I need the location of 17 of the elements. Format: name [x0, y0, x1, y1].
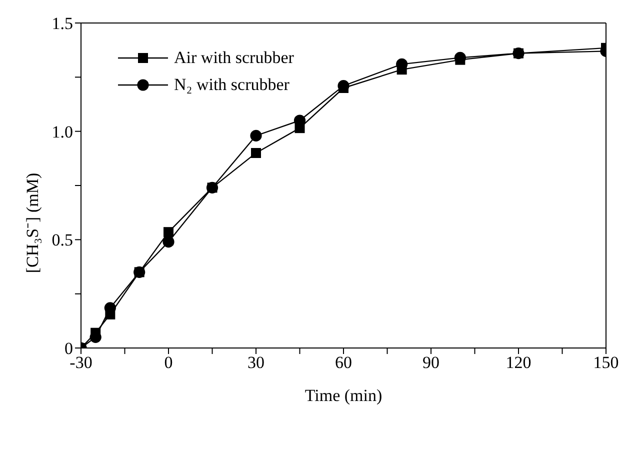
x-tick-label: 60 [335, 353, 352, 372]
y-tick-label: 0.5 [52, 230, 73, 250]
y-tick-label: 1.5 [52, 14, 73, 34]
x-tick-label: 150 [593, 353, 619, 372]
x-tick-label: 0 [164, 353, 173, 372]
x-tick-label: 30 [248, 353, 264, 372]
point [164, 227, 174, 238]
legend-label: N₂ with scrubber [174, 74, 290, 94]
point [250, 130, 262, 142]
y-axis-title: [CH₃S⁻] (mM) [23, 172, 42, 274]
point [162, 236, 174, 248]
x-tick-label: 90 [422, 353, 440, 372]
y-tick-label: 1.0 [52, 122, 73, 142]
point [251, 148, 261, 158]
x-axis-title: Time (min) [304, 386, 382, 405]
x-tick-label: 120 [506, 353, 532, 372]
legend-label: Air with scrubber [174, 48, 294, 68]
